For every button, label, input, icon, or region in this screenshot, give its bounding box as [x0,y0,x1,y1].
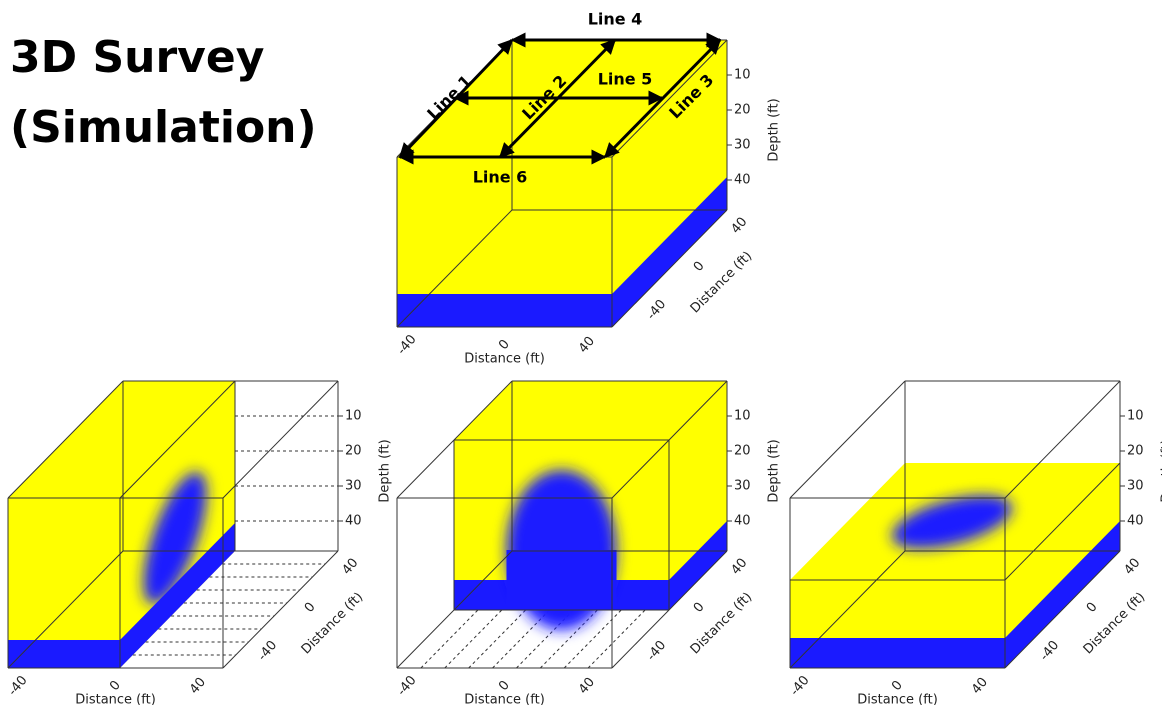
layer [8,640,120,668]
front-tick-label: 40 [576,675,598,697]
side-tick-label: -40 [255,638,280,664]
anomaly [507,550,617,610]
depth-tick-label: 40 [1127,514,1144,529]
title-line: 3D Survey [10,32,264,83]
edge [469,610,526,668]
title-line: (Simulation) [10,102,317,153]
survey-line-label: Line 5 [598,70,653,89]
front-tick-label: -40 [5,673,30,699]
depth-tick-label: 40 [734,173,751,188]
side-axis-label: Distance (ft) [1081,590,1149,658]
front-tick-label: 40 [969,675,991,697]
front-axis-label: Distance (ft) [857,693,938,705]
front-tick-label: 40 [187,675,209,697]
depth-tick-label: 20 [345,444,362,459]
depth-tick-label: 10 [734,68,751,83]
side-tick-label: 0 [691,600,708,616]
depth-tick-label: 10 [345,409,362,424]
edge [223,381,338,498]
depth-axis-label: Depth (ft) [378,439,393,502]
edge [588,610,645,668]
depth-tick-label: 30 [345,479,362,494]
depth-tick-label: 30 [734,138,751,153]
side-tick-label: 40 [728,556,750,578]
depth-tick-label: 10 [734,409,751,424]
side-tick-label: -40 [1037,638,1062,664]
front-tick-label: -40 [394,673,419,699]
edge [790,381,905,498]
side-tick-label: 0 [1084,600,1101,616]
side-tick-label: 0 [302,600,319,616]
figure: 3D Survey (Simulation) 10 20 30 40 Depth (ft… [0,0,1162,705]
front-axis-label: Distance (ft) [464,693,545,705]
edge [421,610,478,668]
depth-tick-label: 20 [734,444,751,459]
side-axis-label: Distance (ft) [299,590,367,658]
side-axis-label: Distance (ft) [688,590,756,658]
survey-line-label: Line 6 [473,168,528,187]
survey-line-label: Line 4 [588,10,643,29]
depth-axis-label: Depth (ft) [767,98,782,161]
front-tick-label: 40 [576,334,598,356]
side-axis-label: Distance (ft) [688,249,756,317]
layer [397,294,612,327]
front-tick-label: -40 [394,332,419,358]
edge [223,551,338,668]
depth-axis-label: Depth (ft) [767,439,782,502]
side-tick-label: 40 [1121,556,1143,578]
depth-tick-label: 30 [734,479,751,494]
depth-tick-label: 40 [345,514,362,529]
side-tick-label: 0 [691,259,708,275]
front-axis-label: Distance (ft) [75,693,156,705]
depth-tick-label: 30 [1127,479,1144,494]
side-tick-label: -40 [644,638,669,664]
front-tick-label: -40 [787,673,812,699]
side-tick-label: -40 [644,297,669,323]
depth-tick-label: 20 [734,103,751,118]
layer [790,638,1005,668]
depth-tick-label: 40 [734,514,751,529]
depth-tick-label: 20 [1127,444,1144,459]
front-axis-label: Distance (ft) [464,352,545,367]
side-tick-label: 40 [728,215,750,237]
edge [445,610,502,668]
side-tick-label: 40 [339,556,361,578]
depth-tick-label: 10 [1127,409,1144,424]
